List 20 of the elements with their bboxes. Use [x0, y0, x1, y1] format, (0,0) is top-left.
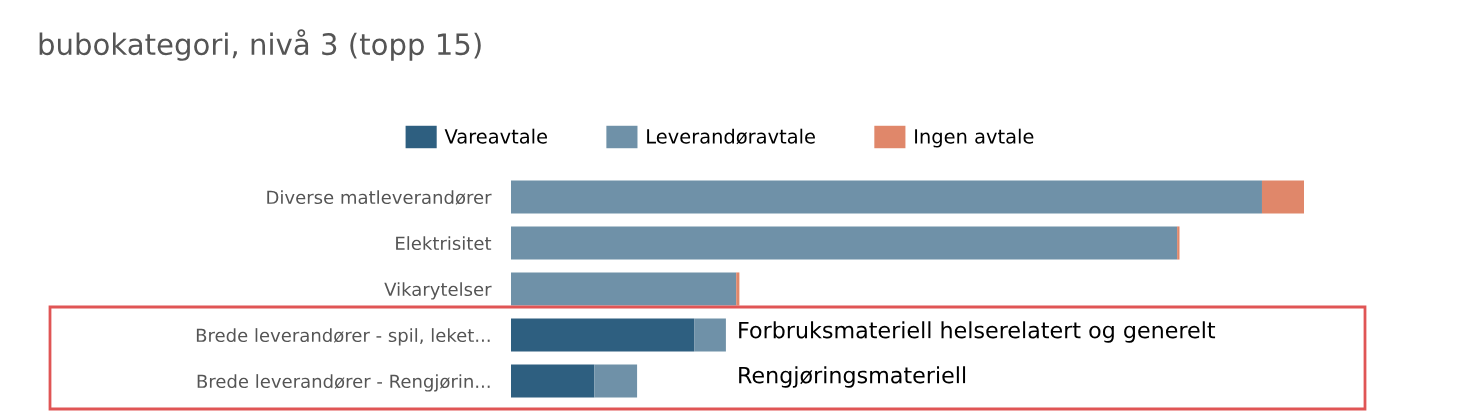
bar: [736, 272, 740, 306]
bar: [511, 364, 595, 398]
y-tick-label: Elektrisitet: [396, 236, 492, 251]
y-tick-label: Brede leverandører - spil, leket...: [196, 328, 490, 346]
bar: [511, 272, 737, 306]
annotation: Rengjøringsmateriell: [739, 366, 966, 388]
bar: [594, 364, 638, 398]
y-tick-label: Brede leverandører - Rengjørin...: [197, 374, 490, 392]
bar: [1261, 180, 1304, 214]
bar: [511, 180, 1262, 214]
bar: [694, 318, 726, 352]
y-tick-label: Vikarytelser: [384, 282, 492, 300]
legend-label: Vareavtale: [444, 128, 547, 144]
text: bubokategori, nivå 3 (topp 15): [39, 29, 481, 61]
legend-label: Leverandøravtale: [647, 128, 815, 145]
annotation: Forbruksmateriell helserelatert og generelt: [739, 321, 1216, 343]
bar: [511, 226, 1178, 260]
y-tick-label: Diverse matleverandører: [267, 190, 492, 205]
legend-label: Ingen avtale: [915, 128, 1034, 148]
bar: [511, 318, 695, 352]
